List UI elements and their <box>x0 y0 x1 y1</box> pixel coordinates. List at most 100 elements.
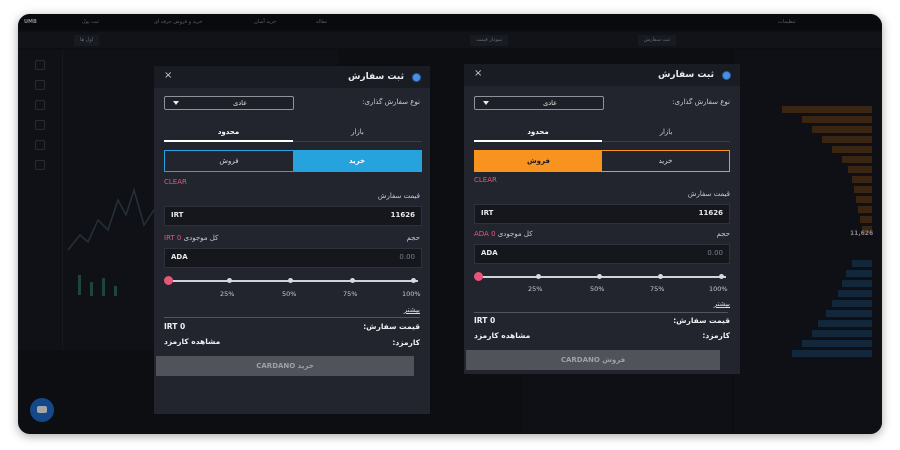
measure-icon[interactable] <box>35 140 45 150</box>
pct-25[interactable]: 25% <box>528 285 543 293</box>
ask-row <box>848 166 872 173</box>
sell-side-button[interactable]: فروش <box>219 157 239 165</box>
bid-row <box>818 320 872 327</box>
amount-slider[interactable] <box>164 276 418 286</box>
tab-active-underline <box>164 140 293 142</box>
market-tab[interactable]: اول ها <box>74 35 100 46</box>
modal-title: ثبت سفارش <box>657 70 714 80</box>
volume-label: حجم <box>406 234 420 242</box>
price-value: 11626 <box>390 211 415 219</box>
text-tool-icon[interactable] <box>35 120 45 130</box>
fee-label: کارمزد: <box>702 331 730 340</box>
nav-item[interactable]: مقاله <box>316 19 327 25</box>
more-link[interactable]: بیشتر <box>403 306 420 314</box>
bid-row <box>832 300 872 307</box>
amount-slider[interactable] <box>474 272 726 282</box>
more-link[interactable]: بیشتر <box>713 300 730 308</box>
clear-button[interactable]: CLEAR <box>474 176 497 184</box>
slider-tick-50[interactable] <box>597 274 602 279</box>
submit-buy-button[interactable]: خرید CARDANO <box>156 356 414 376</box>
trendline-icon[interactable] <box>35 80 45 90</box>
tab-market[interactable]: بازار <box>659 128 673 136</box>
divider <box>474 312 728 313</box>
slider-thumb[interactable] <box>474 272 483 281</box>
volume-unit: ADA <box>171 253 188 261</box>
price-input[interactable]: IRT 11626 <box>164 206 422 226</box>
order-icon <box>413 74 420 81</box>
brush-icon[interactable] <box>35 100 45 110</box>
buy-side-button[interactable]: خرید <box>658 157 673 165</box>
slider-tick-100[interactable] <box>411 278 416 283</box>
balance-label: کل موجودی <box>183 234 219 242</box>
tab-limit[interactable]: محدود <box>217 128 240 136</box>
price-input[interactable]: IRT 11626 <box>474 204 730 224</box>
ask-row <box>842 156 872 163</box>
close-icon[interactable]: × <box>474 68 483 79</box>
modal-title: ثبت سفارش <box>347 72 404 82</box>
order-type-value: عادی <box>543 99 557 107</box>
order-book <box>734 50 882 434</box>
depth-chart <box>522 374 732 434</box>
fee-label: کارمزد: <box>392 338 420 347</box>
modal-backdrop[interactable] <box>18 14 882 434</box>
tab-order[interactable]: ثبت سفارش <box>638 35 677 46</box>
crosshair-icon[interactable] <box>35 60 45 70</box>
pct-75[interactable]: 75% <box>343 290 358 298</box>
nav-item[interactable]: ثبت پول <box>82 19 100 25</box>
slider-thumb[interactable] <box>164 276 173 285</box>
slider-tick-50[interactable] <box>288 278 293 283</box>
pct-100[interactable]: 100% <box>402 290 421 298</box>
tab-market[interactable]: بازار <box>351 128 364 136</box>
ask-row <box>858 206 872 213</box>
bid-row <box>838 290 872 297</box>
tab-price-chart[interactable]: نمودار قیمت <box>470 35 509 46</box>
ask-row <box>856 196 872 203</box>
pct-50[interactable]: 50% <box>282 290 297 298</box>
sell-side-button[interactable]: فروش <box>475 151 602 171</box>
balance-row: کل موجودی IRT 0 <box>164 234 218 242</box>
order-mode-tabs: بازار محدود <box>474 124 730 142</box>
pct-50[interactable]: 50% <box>590 285 605 293</box>
volume-input[interactable]: ADA 0.00 <box>164 248 422 268</box>
chat-icon[interactable] <box>30 398 54 422</box>
volume-label: حجم <box>716 230 730 238</box>
balance-label: کل موجودی <box>497 230 533 238</box>
slider-tick-75[interactable] <box>658 274 663 279</box>
price-unit: IRT <box>171 211 184 219</box>
ask-row <box>862 226 872 233</box>
volume-input[interactable]: ADA 0.00 <box>474 244 730 264</box>
pct-100[interactable]: 100% <box>709 285 728 293</box>
tab-limit[interactable]: محدود <box>527 128 549 136</box>
top-navbar: UMB ثبت پول خرید و فروش حرفه ای خرید آسا… <box>18 14 882 30</box>
bid-row <box>812 330 872 337</box>
close-icon[interactable]: × <box>164 70 173 81</box>
volume-unit: ADA <box>481 249 498 257</box>
brand-logo: UMB <box>24 19 37 25</box>
slider-tick-75[interactable] <box>350 278 355 283</box>
slider-tick-100[interactable] <box>719 274 724 279</box>
settings-link[interactable]: تنظیمات <box>778 19 796 25</box>
tabs-baseline <box>474 141 730 142</box>
side-toggle: خرید فروش <box>474 150 730 172</box>
tabs-baseline <box>164 141 422 142</box>
slider-tick-25[interactable] <box>536 274 541 279</box>
order-type-select[interactable]: عادی <box>474 96 604 110</box>
bid-row <box>852 260 872 267</box>
divider <box>164 317 420 318</box>
buy-side-button[interactable]: خرید <box>293 151 421 171</box>
tab-active-underline <box>474 140 602 142</box>
nav-item[interactable]: خرید و فروش حرفه ای <box>154 19 203 25</box>
modal-header: ثبت سفارش × <box>464 64 740 86</box>
nav-item[interactable]: خرید آسان <box>254 19 277 25</box>
summary-price-label: قیمت سفارش: <box>363 322 420 331</box>
zoom-icon[interactable] <box>35 160 45 170</box>
submit-sell-button[interactable]: فروش CARDANO <box>466 350 720 370</box>
slider-tick-25[interactable] <box>227 278 232 283</box>
chevron-down-icon <box>483 101 489 105</box>
fee-link[interactable]: مشاهده کارمزد <box>474 331 531 340</box>
fee-link[interactable]: مشاهده کارمزد <box>164 337 221 346</box>
pct-25[interactable]: 25% <box>220 290 235 298</box>
pct-75[interactable]: 75% <box>650 285 665 293</box>
clear-button[interactable]: CLEAR <box>164 178 187 186</box>
order-type-select[interactable]: عادی <box>164 96 294 110</box>
